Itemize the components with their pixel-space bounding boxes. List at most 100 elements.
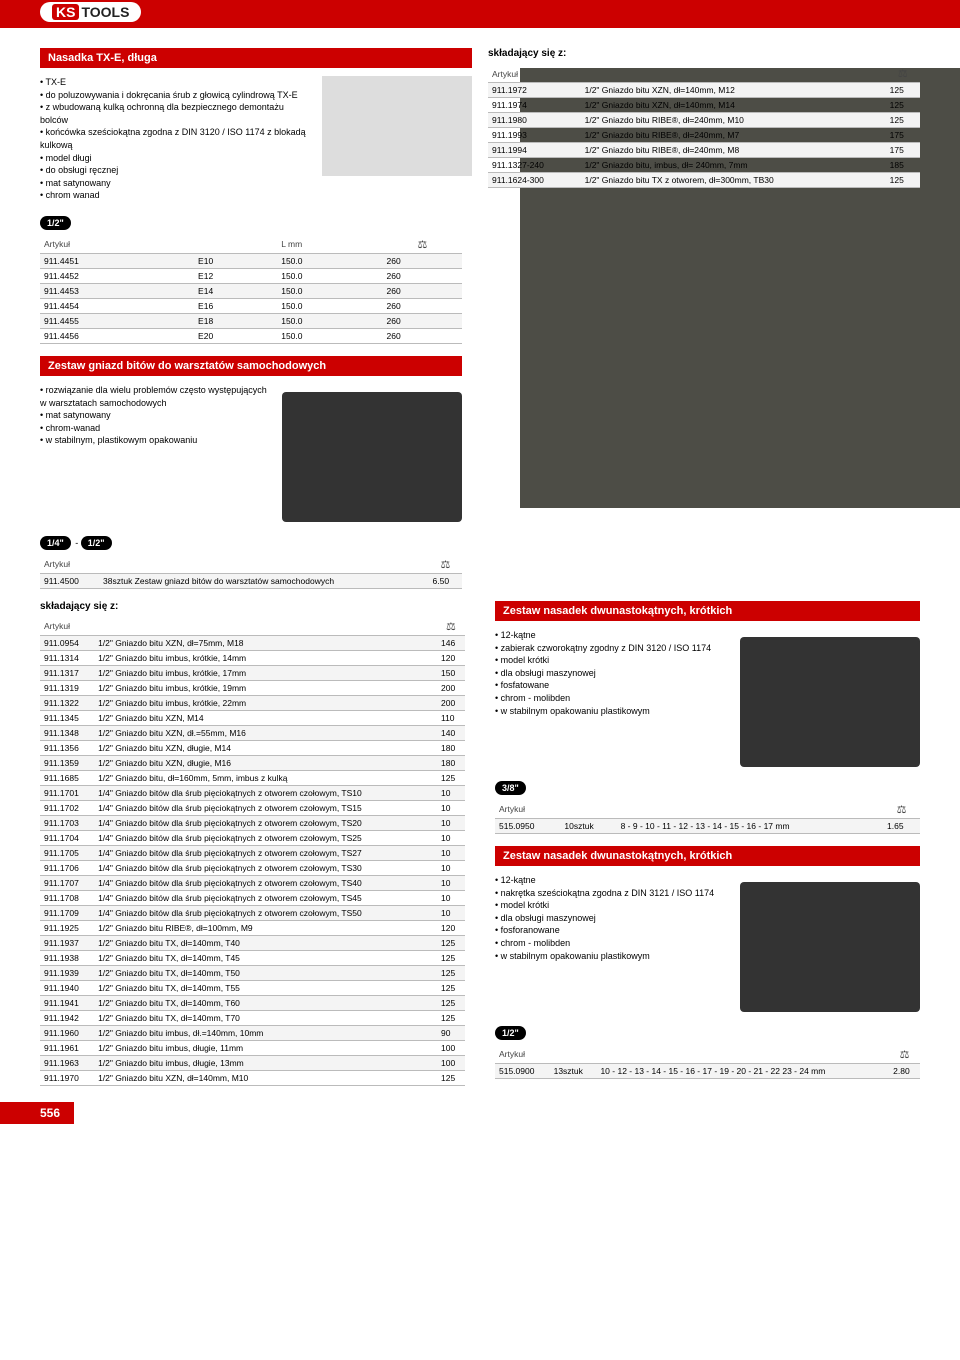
table-cell: 1/4" Gniazdo bitów dla śrub pięciokątnyc… xyxy=(94,845,437,860)
table-cell: 911.4456 xyxy=(40,328,194,343)
table-cell: 1/2" Gniazdo bitu XZN, M14 xyxy=(94,710,437,725)
table-cell: 1/4" Gniazdo bitów dla śrub pięciokątnyc… xyxy=(94,815,437,830)
table-cell: 911.1356 xyxy=(40,740,94,755)
table-cell: 260 xyxy=(383,298,463,313)
bullet-item: mat satynowany xyxy=(40,177,312,190)
table-row: 911.4456E20150.0260 xyxy=(40,328,462,343)
table-cell: 911.1970 xyxy=(40,1070,94,1085)
s4-header: składający się z: xyxy=(40,601,465,612)
table-cell: 1/2" Gniazdo bitu TX, dł=140mm, T70 xyxy=(94,1010,437,1025)
table-cell: 180 xyxy=(437,740,465,755)
s3-drive1: 1/4" xyxy=(40,536,71,550)
table-cell: 200 xyxy=(437,680,465,695)
table-cell: 146 xyxy=(437,635,465,650)
table-cell: E14 xyxy=(194,283,277,298)
table-cell: 911.1327-240 xyxy=(488,158,581,173)
table-cell: 2.80 xyxy=(889,1063,920,1078)
table-cell: 125 xyxy=(886,113,920,128)
table-row: 911.17091/4" Gniazdo bitów dla śrub pięc… xyxy=(40,905,465,920)
s3-table: Artykuł911.450038sztuk Zestaw gniazd bit… xyxy=(40,556,462,589)
table-cell: 125 xyxy=(437,995,465,1010)
table-cell: 150.0 xyxy=(277,283,382,298)
table-cell: 515.0950 xyxy=(495,818,560,833)
table-cell: 1/2" Gniazdo bitu imbus, długie, 13mm xyxy=(94,1055,437,1070)
table-cell: 125 xyxy=(886,98,920,113)
table-row: 911.19701/2" Gniazdo bitu XZN, dł=140mm,… xyxy=(40,1070,465,1085)
table-row: 911.4455E18150.0260 xyxy=(40,313,462,328)
table-cell: 515.0900 xyxy=(495,1063,550,1078)
s1-drive-badge: 1/2" xyxy=(40,216,71,230)
col-header: Artykuł xyxy=(495,1046,550,1064)
table-cell: 10 xyxy=(437,860,465,875)
bullet-item: rozwiązanie dla wielu problemów często w… xyxy=(40,384,272,409)
table-cell: 911.1314 xyxy=(40,650,94,665)
s3-bullets: rozwiązanie dla wielu problemów często w… xyxy=(40,384,272,522)
table-cell: 1/2" Gniazdo bitu TX, dł=140mm, T60 xyxy=(94,995,437,1010)
table-cell: 911.1937 xyxy=(40,935,94,950)
table-cell: 100 xyxy=(437,1040,465,1055)
col-header: Artykuł xyxy=(40,556,99,574)
bullet-item: nakrętka sześciokątna zgodna z DIN 3121 … xyxy=(495,887,730,900)
table-row: 911.13451/2" Gniazdo bitu XZN, M14110 xyxy=(40,710,465,725)
s5-title: Zestaw nasadek dwunastokątnych, krótkich xyxy=(495,601,920,621)
table-cell: 125 xyxy=(886,173,920,188)
table-row: 911.17041/4" Gniazdo bitów dla śrub pięc… xyxy=(40,830,465,845)
table-cell: 1/4" Gniazdo bitów dla śrub pięciokątnyc… xyxy=(94,890,437,905)
table-cell: 911.1942 xyxy=(40,1010,94,1025)
table-cell: 911.1939 xyxy=(40,965,94,980)
table-cell: 1.65 xyxy=(883,818,920,833)
table-cell: 1/2" Gniazdo bitu RIBE®, dł=240mm, M10 xyxy=(581,113,886,128)
bullet-item: chrom wanad xyxy=(40,189,312,202)
table-cell: 150.0 xyxy=(277,268,382,283)
table-row: 911.450038sztuk Zestaw gniazd bitów do w… xyxy=(40,573,462,588)
table-cell: 1/4" Gniazdo bitów dla śrub pięciokątnyc… xyxy=(94,905,437,920)
s1-bullets: TX-Edo poluzowywania i dokręcania śrub z… xyxy=(40,76,312,202)
table-cell: 260 xyxy=(383,283,463,298)
table-cell: 911.1708 xyxy=(40,890,94,905)
table-cell: 911.1993 xyxy=(488,128,581,143)
table-cell: 10 xyxy=(437,890,465,905)
table-cell: 1/2" Gniazdo bitu TX, dł=140mm, T40 xyxy=(94,935,437,950)
col-header xyxy=(560,801,616,819)
table-row: 911.19421/2" Gniazdo bitu TX, dł=140mm, … xyxy=(40,1010,465,1025)
table-cell: E12 xyxy=(194,268,277,283)
bullet-item: model krótki xyxy=(495,654,730,667)
col-header xyxy=(99,556,429,574)
s3-title: Zestaw gniazd bitów do warsztatów samoch… xyxy=(40,356,462,376)
bullet-item: mat satynowany xyxy=(40,409,272,422)
table-cell: 1/2" Gniazdo bitu XZN, dł=75mm, M18 xyxy=(94,635,437,650)
table-cell: 911.1972 xyxy=(488,83,581,98)
table-row: 911.17021/4" Gniazdo bitów dla śrub pięc… xyxy=(40,800,465,815)
table-cell: 911.1705 xyxy=(40,845,94,860)
col-header: Artykuł xyxy=(488,65,581,83)
table-row: 911.19931/2" Gniazdo bitu RIBE®, dł=240m… xyxy=(488,128,920,143)
table-row: 911.4454E16150.0260 xyxy=(40,298,462,313)
s1-title: Nasadka TX-E, długa xyxy=(40,48,472,68)
bullet-item: w stabilnym opakowaniu plastikowym xyxy=(495,950,730,963)
bullet-item: 12-kątne xyxy=(495,629,730,642)
table-cell: 911.1961 xyxy=(40,1040,94,1055)
s6-product-image xyxy=(740,882,920,1012)
table-cell: 1/2" Gniazdo bitu XZN, długie, M14 xyxy=(94,740,437,755)
bullet-item: fosfatowane xyxy=(495,679,730,692)
table-row: 911.4453E14150.0260 xyxy=(40,283,462,298)
table-cell: 8 - 9 - 10 - 11 - 12 - 13 - 14 - 15 - 16… xyxy=(617,818,883,833)
col-header xyxy=(596,1046,889,1064)
table-cell: 38sztuk Zestaw gniazd bitów do warsztató… xyxy=(99,573,429,588)
table-cell: 175 xyxy=(886,143,920,158)
table-row: 911.19251/2" Gniazdo bitu RIBE®, dł=100m… xyxy=(40,920,465,935)
table-cell: 911.1624-300 xyxy=(488,173,581,188)
table-cell: 10 xyxy=(437,905,465,920)
s4-table: Artykuł911.09541/2" Gniazdo bitu XZN, dł… xyxy=(40,618,465,1086)
s5-bullets: 12-kątnezabierak czworokątny zgodny z DI… xyxy=(495,629,730,767)
table-cell: 1/4" Gniazdo bitów dla śrub pięciokątnyc… xyxy=(94,830,437,845)
table-cell: 911.1706 xyxy=(40,860,94,875)
table-row: 911.13171/2" Gniazdo bitu imbus, krótkie… xyxy=(40,665,465,680)
col-header: Artykuł xyxy=(495,801,560,819)
table-cell: 1/2" Gniazdo bitu imbus, krótkie, 22mm xyxy=(94,695,437,710)
table-cell: 260 xyxy=(383,328,463,343)
s2-table: Artykuł911.19721/2" Gniazdo bitu XZN, dł… xyxy=(488,65,920,188)
bullet-item: model krótki xyxy=(495,899,730,912)
table-row: 911.17071/4" Gniazdo bitów dla śrub pięc… xyxy=(40,875,465,890)
table-cell: 260 xyxy=(383,253,463,268)
